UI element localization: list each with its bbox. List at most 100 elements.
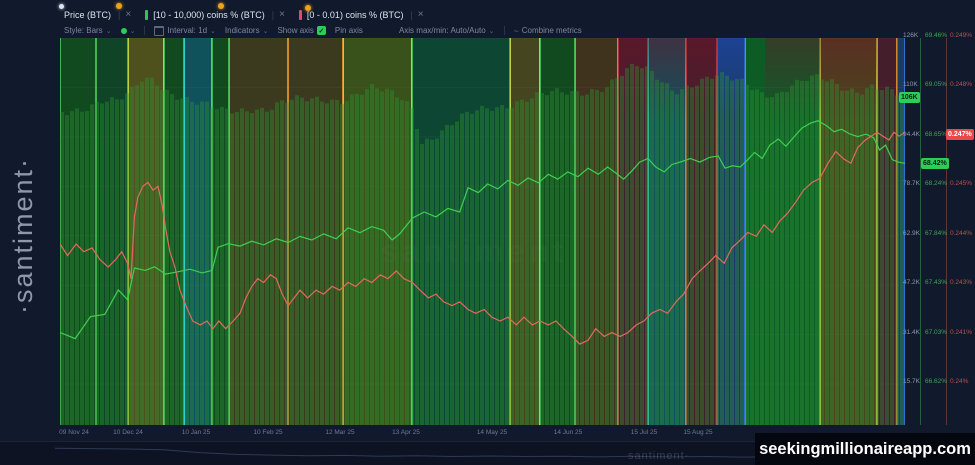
price-bar — [795, 79, 799, 425]
price-bar — [435, 138, 439, 425]
price-bar — [190, 101, 194, 425]
y-axis-label-green: 66.62% — [925, 378, 948, 385]
price-bar — [830, 79, 834, 425]
notification-dot-icon — [59, 4, 64, 9]
tab-metric-2[interactable]: [0 - 0.01) coins % (BTC) | × — [298, 9, 424, 20]
chart-canvas[interactable]: santiment — [60, 38, 905, 425]
price-bar — [285, 102, 289, 425]
close-icon[interactable]: × — [279, 9, 285, 20]
y-axis-line — [946, 38, 947, 425]
y-axis-line — [920, 38, 921, 425]
price-bar — [675, 94, 679, 425]
x-axis-date-label: 12 Mar 25 — [325, 429, 355, 436]
price-bar — [730, 80, 734, 425]
price-bar — [200, 101, 204, 425]
tab-metric-0[interactable]: Price (BTC) | × — [64, 9, 132, 21]
tab-divider: | — [118, 10, 121, 20]
price-bar — [605, 87, 609, 425]
price-bar — [630, 64, 634, 425]
price-bar — [105, 101, 109, 425]
axis-bounds-label: Axis max/min: Auto/Auto — [398, 26, 486, 35]
price-bar — [430, 139, 434, 425]
price-bar — [710, 78, 714, 425]
price-bar — [885, 86, 889, 425]
price-bar — [405, 101, 409, 425]
tab-metric-1[interactable]: [10 - 10,000) coins % (BTC) | × — [145, 10, 285, 20]
santiment-logo: ·santiment· — [8, 156, 38, 314]
indicators-menu[interactable]: Indicators ⌄ — [225, 26, 269, 35]
price-bar — [210, 107, 214, 425]
price-bar — [650, 70, 654, 425]
tab-label: [0 - 0.01) coins % (BTC) — [306, 10, 404, 20]
metric-marker-icon — [298, 10, 302, 20]
price-bar — [160, 89, 164, 425]
price-bar — [155, 85, 159, 425]
chart-band — [288, 38, 343, 425]
checkbox-checked-icon[interactable]: ✓ — [316, 26, 326, 35]
price-bar — [655, 79, 659, 425]
chart-band — [820, 38, 877, 425]
price-bar — [775, 93, 779, 425]
chart-band — [184, 38, 212, 425]
y-axis-label-price: 78.7K — [903, 180, 920, 188]
price-bar — [470, 113, 474, 425]
price-bar — [870, 84, 874, 425]
price-bar — [420, 143, 424, 425]
metric-color-selector[interactable]: ⌄ — [120, 27, 136, 35]
price-bar — [135, 85, 139, 425]
price-bar — [115, 99, 119, 425]
price-bar — [855, 92, 859, 425]
chart-band — [575, 38, 618, 425]
style-label: Style: Bars — [64, 26, 103, 35]
price-bar — [875, 89, 879, 425]
chevron-down-icon: ⌄ — [488, 27, 495, 35]
price-bar — [500, 105, 504, 425]
axis-bounds-selector[interactable]: Axis max/min: Auto/Auto ⌄ — [399, 26, 495, 35]
show-axis-toggle[interactable]: Show axis ✓ — [277, 26, 326, 35]
price-bar — [520, 99, 524, 425]
price-bar — [265, 111, 269, 425]
price-bar — [695, 85, 699, 425]
price-bar — [670, 90, 674, 425]
x-axis-date-label: 13 Apr 25 — [392, 429, 420, 436]
price-bar — [450, 125, 454, 425]
price-bar — [480, 105, 484, 425]
combine-metrics-button[interactable]: ~ Combine metrics — [514, 26, 582, 36]
price-bar — [545, 95, 549, 425]
price-bar — [715, 75, 719, 425]
price-bar — [745, 84, 749, 425]
y-axis-label-red: 0.241% — [950, 328, 973, 336]
style-selector[interactable]: Style: Bars ⌄ — [64, 26, 112, 35]
y-axis-label-red: 0.249% — [950, 32, 973, 39]
notification-dot-icon — [305, 5, 311, 11]
price-bar — [610, 79, 614, 425]
price-bar — [540, 93, 544, 425]
price-bar — [320, 101, 324, 425]
close-icon[interactable]: × — [125, 9, 132, 20]
price-bar — [340, 104, 344, 425]
price-bar — [290, 99, 294, 425]
interval-selector[interactable]: Interval: 1d ⌄ — [154, 25, 216, 36]
pin-axis-button[interactable]: Pin axis — [335, 26, 363, 35]
price-bar — [680, 89, 684, 425]
price-bar — [345, 101, 349, 425]
x-axis-date-label: 15 Jul 25 — [630, 429, 658, 436]
chart-band — [229, 38, 288, 425]
chart-band — [60, 38, 96, 425]
chevron-down-icon: ⌄ — [210, 27, 216, 35]
chart-band — [897, 38, 905, 425]
y-axis-label-price: 62.9K — [903, 229, 920, 237]
price-bar — [600, 92, 604, 425]
price-bar — [400, 100, 404, 425]
close-icon[interactable]: × — [417, 9, 424, 20]
price-bar — [570, 91, 574, 425]
price-bar — [375, 88, 379, 425]
price-bar — [410, 107, 414, 425]
price-bar — [640, 68, 644, 425]
pin-axis-label: Pin axis — [334, 26, 363, 35]
price-bar — [145, 77, 149, 425]
price-bar — [585, 94, 589, 425]
chevron-down-icon: ⌄ — [129, 27, 136, 35]
price-bar — [580, 95, 584, 425]
price-bar — [445, 124, 449, 425]
